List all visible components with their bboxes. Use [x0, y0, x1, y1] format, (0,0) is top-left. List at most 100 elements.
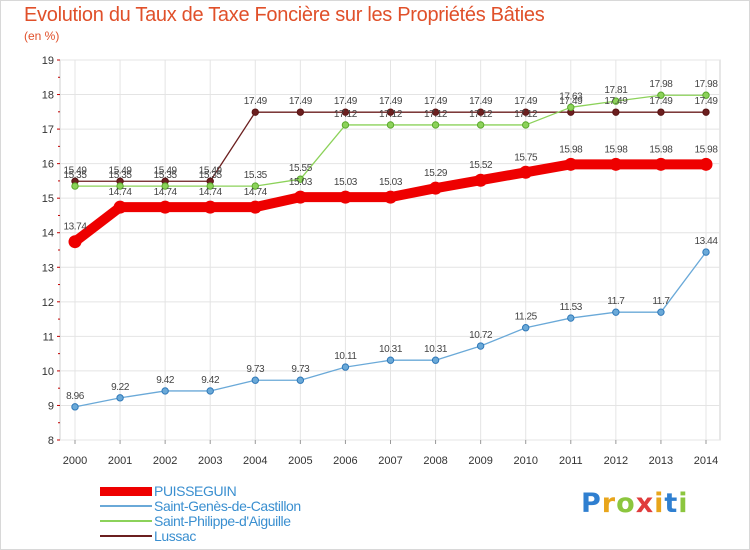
- y-tick-label: 11: [43, 331, 54, 343]
- data-label-lussac: 17.49: [244, 96, 268, 107]
- data-point-saint-philippe-d-aiguille: [612, 97, 620, 105]
- logo-letter: o: [616, 488, 636, 519]
- data-label-saint-genes-de-castillon: 8.96: [66, 391, 85, 402]
- data-label-puisseguin: 14.74: [244, 187, 268, 198]
- data-label-lussac: 17.49: [604, 96, 628, 107]
- data-point-saint-genes-de-castillon: [431, 356, 440, 364]
- data-label-lussac: 17.49: [334, 96, 358, 107]
- data-label-saint-philippe-d-aiguille: 17.98: [649, 79, 673, 90]
- data-point-saint-philippe-d-aiguille: [71, 182, 79, 190]
- data-point-lussac: [341, 108, 350, 116]
- legend-label: Saint-Genès-de-Castillon: [154, 498, 301, 514]
- data-label-puisseguin: 15.75: [514, 152, 538, 163]
- data-point-puisseguin: [519, 165, 533, 179]
- data-label-puisseguin: 14.74: [109, 187, 133, 198]
- data-labels: 15.49 15.49 15.49 15.49 17.49 17.49 17.49 17.49…: [63, 79, 718, 402]
- data-point-puisseguin: [654, 157, 668, 171]
- data-point-saint-genes-de-castillon: [386, 356, 395, 364]
- data-point-puisseguin: [248, 200, 262, 214]
- data-point-saint-philippe-d-aiguille: [116, 182, 124, 190]
- data-point-saint-genes-de-castillon: [612, 308, 620, 316]
- x-tick-label: 2007: [378, 455, 402, 467]
- data-label-lussac: 15.49: [154, 165, 178, 176]
- data-label-saint-philippe-d-aiguille: 15.35: [199, 170, 223, 181]
- data-label-puisseguin: 15.98: [694, 144, 718, 155]
- data-point-saint-genes-de-castillon: [657, 308, 665, 316]
- data-label-lussac: 17.49: [559, 96, 583, 107]
- x-tick-label: 2013: [649, 455, 673, 467]
- data-point-saint-genes-de-castillon: [341, 363, 350, 371]
- data-label-lussac: 17.49: [514, 96, 538, 107]
- x-tick-label: 2014: [694, 455, 718, 467]
- data-point-saint-philippe-d-aiguille: [386, 121, 395, 129]
- data-point-saint-genes-de-castillon: [522, 324, 530, 332]
- data-label-puisseguin: 14.74: [199, 187, 223, 198]
- data-label-puisseguin: 15.03: [334, 177, 358, 188]
- data-point-saint-genes-de-castillon: [296, 376, 305, 384]
- y-tick-label: 10: [42, 366, 54, 378]
- data-point-lussac: [386, 108, 395, 116]
- data-point-puisseguin: [564, 157, 578, 171]
- x-tick-label: 2004: [243, 455, 267, 467]
- data-point-lussac: [612, 108, 620, 116]
- y-tick-label: 14: [42, 228, 54, 240]
- data-label-puisseguin: 15.52: [469, 160, 493, 171]
- data-point-saint-philippe-d-aiguille: [476, 121, 485, 129]
- data-label-puisseguin: 15.98: [604, 144, 628, 155]
- data-point-saint-philippe-d-aiguille: [251, 182, 259, 190]
- data-point-saint-philippe-d-aiguille: [206, 182, 214, 190]
- x-tick-label: 2012: [604, 455, 628, 467]
- data-label-saint-genes-de-castillon: 9.73: [246, 364, 265, 375]
- data-point-saint-genes-de-castillon: [567, 314, 575, 322]
- x-tick-label: 2005: [288, 455, 312, 467]
- data-label-saint-philippe-d-aiguille: 17.12: [469, 109, 493, 120]
- legend-label: PUISSEGUIN: [154, 483, 237, 499]
- y-tick-label: 8: [48, 435, 54, 447]
- axes: 8 9 10 11 12 13 14 15 16 17 18 19 2000 2001 2002 2003 20…: [42, 55, 718, 467]
- data-label-lussac: 15.49: [109, 165, 133, 176]
- data-label-saint-philippe-d-aiguille: 17.12: [334, 109, 358, 120]
- logo-letter: i: [678, 488, 689, 519]
- data-point-saint-philippe-d-aiguille: [702, 91, 710, 99]
- data-point-saint-philippe-d-aiguille: [657, 91, 665, 99]
- data-point-saint-philippe-d-aiguille: [161, 182, 169, 190]
- y-tick-label: 9: [48, 400, 54, 412]
- data-label-puisseguin: 14.74: [154, 187, 178, 198]
- data-label-saint-genes-de-castillon: 11.53: [560, 302, 583, 313]
- data-label-saint-genes-de-castillon: 9.73: [291, 364, 310, 375]
- data-point-puisseguin: [429, 181, 443, 195]
- data-point-saint-genes-de-castillon: [251, 376, 259, 384]
- x-tick-label: 2011: [559, 455, 583, 467]
- y-tick-label: 17: [42, 124, 54, 136]
- data-label-saint-genes-de-castillon: 10.11: [334, 351, 357, 362]
- data-point-puisseguin: [293, 190, 307, 204]
- legend-swatch: [100, 520, 152, 522]
- data-label-saint-genes-de-castillon: 9.22: [111, 382, 130, 393]
- y-tick-label: 16: [42, 159, 54, 171]
- series-lines: [68, 91, 713, 411]
- data-point-saint-philippe-d-aiguille: [341, 121, 350, 129]
- logo-letter: r: [601, 488, 617, 519]
- data-label-saint-philippe-d-aiguille: 17.81: [604, 85, 628, 96]
- data-point-saint-philippe-d-aiguille: [567, 103, 575, 112]
- x-tick-label: 2010: [513, 455, 537, 467]
- data-label-lussac: 17.49: [379, 96, 403, 107]
- legend-swatch: [100, 535, 152, 537]
- data-point-saint-genes-de-castillon: [476, 342, 485, 350]
- data-point-puisseguin: [68, 235, 82, 249]
- x-tick-label: 2001: [108, 455, 132, 467]
- x-tick-label: 2009: [468, 455, 492, 467]
- data-label-saint-philippe-d-aiguille: 15.35: [244, 170, 268, 181]
- data-point-puisseguin: [338, 190, 352, 204]
- data-point-puisseguin: [158, 200, 172, 214]
- legend-label: Lussac: [154, 528, 196, 544]
- data-label-saint-philippe-d-aiguille: 17.12: [424, 109, 448, 120]
- data-point-saint-genes-de-castillon: [71, 403, 79, 411]
- y-tick-label: 18: [42, 90, 54, 102]
- data-point-lussac: [522, 108, 530, 116]
- data-point-puisseguin: [474, 173, 488, 187]
- x-tick-label: 2002: [153, 455, 177, 467]
- data-label-puisseguin: 15.03: [289, 177, 313, 188]
- data-label-lussac: 17.49: [289, 96, 313, 107]
- data-label-saint-genes-de-castillon: 9.42: [156, 375, 175, 386]
